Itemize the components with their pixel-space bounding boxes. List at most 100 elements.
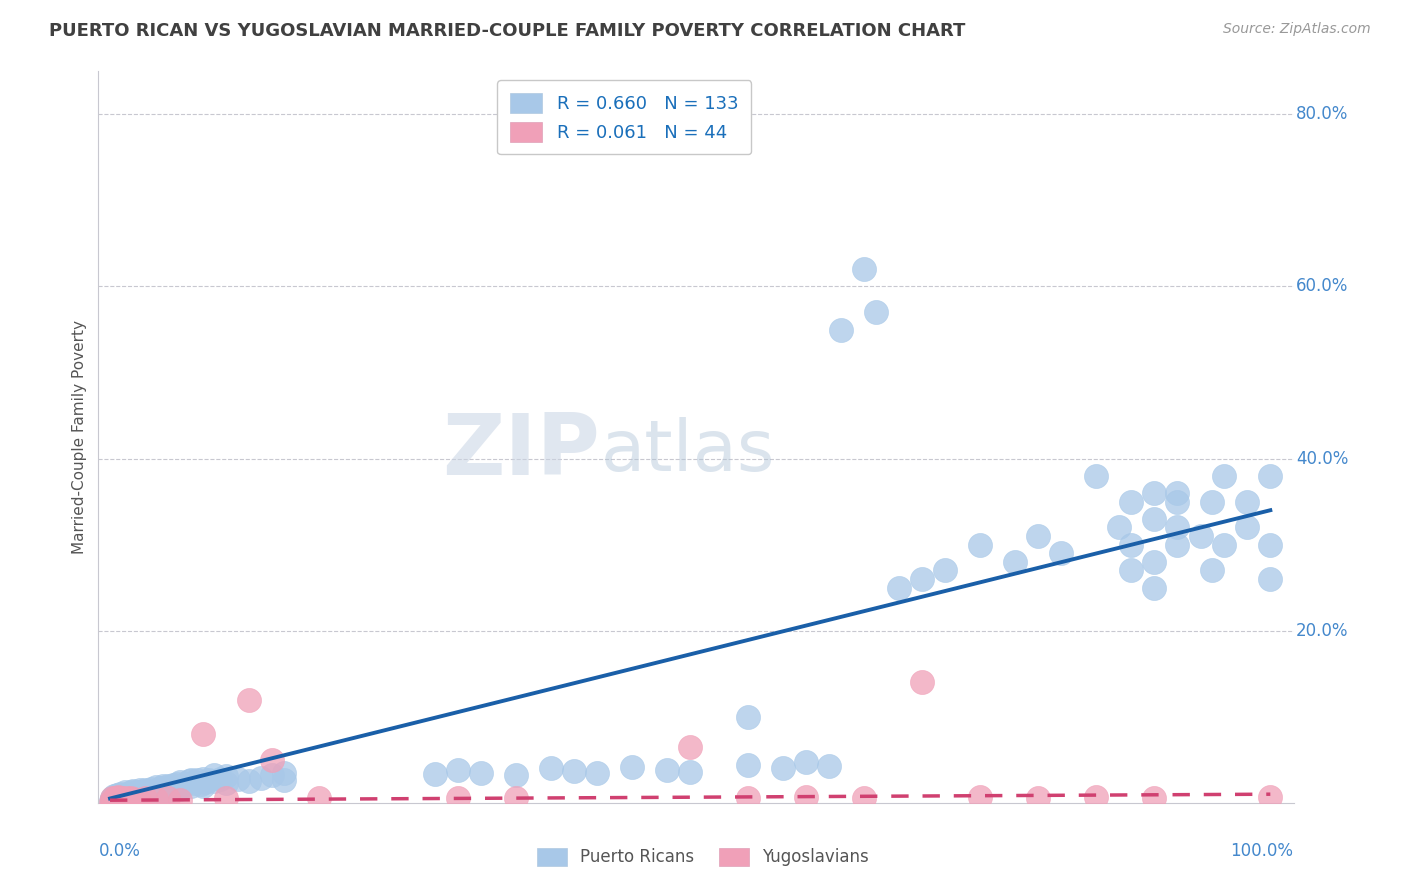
Point [737,710,759,724]
Point [1189,529,1212,543]
Point [737,758,759,772]
Point [215,769,238,783]
Point [117,787,139,801]
Point [103,789,125,803]
Point [655,763,678,777]
Point [104,795,127,809]
Point [107,789,129,804]
Point [470,765,492,780]
Point [1201,494,1223,508]
Point [159,781,181,796]
Point [1143,512,1166,526]
Point [1258,538,1281,552]
Point [209,772,232,786]
Point [118,789,141,803]
Point [111,789,134,803]
Point [120,791,142,805]
Text: atlas: atlas [600,417,775,486]
Point [621,759,644,773]
Point [104,795,127,809]
Point [150,781,173,796]
Point [1143,790,1166,805]
Point [122,783,145,797]
Point [911,572,934,586]
Point [423,767,446,781]
Point [136,787,159,801]
Point [112,793,135,807]
Point [107,789,129,804]
Point [1143,581,1166,595]
Point [155,782,177,797]
Point [129,783,152,797]
Text: ZIP: ZIP [443,410,600,493]
Point [111,794,134,808]
Text: 60.0%: 60.0% [1296,277,1348,295]
Point [169,775,191,789]
Point [157,783,180,797]
Point [174,777,197,791]
Point [103,793,125,807]
Text: 100.0%: 100.0% [1230,841,1294,860]
Point [1258,468,1281,483]
Point [887,581,910,595]
Point [505,790,527,805]
Point [104,793,127,807]
Point [105,792,128,806]
Point [679,739,702,754]
Point [190,777,212,791]
Point [308,791,330,805]
Point [105,788,128,802]
Point [101,791,124,805]
Point [191,772,214,786]
Point [250,771,273,785]
Point [1236,520,1258,534]
Point [101,791,124,805]
Point [100,795,122,809]
Point [134,783,156,797]
Point [262,753,284,767]
Point [197,772,219,787]
Point [104,792,127,806]
Point [121,789,143,804]
Point [157,790,180,805]
Point [170,780,193,794]
Point [505,768,527,782]
Point [273,765,295,780]
Point [115,789,138,804]
Point [1212,538,1234,552]
Point [105,791,128,805]
Point [108,791,131,805]
Point [540,761,562,775]
Text: 40.0%: 40.0% [1296,450,1348,467]
Point [1236,494,1258,508]
Point [262,768,284,782]
Point [117,792,139,806]
Point [238,692,260,706]
Point [853,262,876,277]
Point [204,774,226,789]
Point [1119,564,1142,578]
Point [112,792,135,806]
Point [145,792,167,806]
Point [1212,468,1234,483]
Point [117,791,139,805]
Point [1258,572,1281,586]
Point [1085,789,1108,804]
Point [114,785,136,799]
Point [1166,538,1188,552]
Legend: R = 0.660   N = 133, R = 0.061   N = 44: R = 0.660 N = 133, R = 0.061 N = 44 [498,80,751,154]
Point [226,772,249,786]
Point [215,776,238,790]
Point [131,788,153,802]
Point [934,564,956,578]
Point [562,764,585,778]
Point [830,322,852,336]
Point [104,790,127,805]
Point [215,791,238,805]
Point [865,305,887,319]
Y-axis label: Married-Couple Family Poverty: Married-Couple Family Poverty [72,320,87,554]
Point [1004,555,1026,569]
Point [1026,529,1049,543]
Point [180,779,202,793]
Point [124,787,146,801]
